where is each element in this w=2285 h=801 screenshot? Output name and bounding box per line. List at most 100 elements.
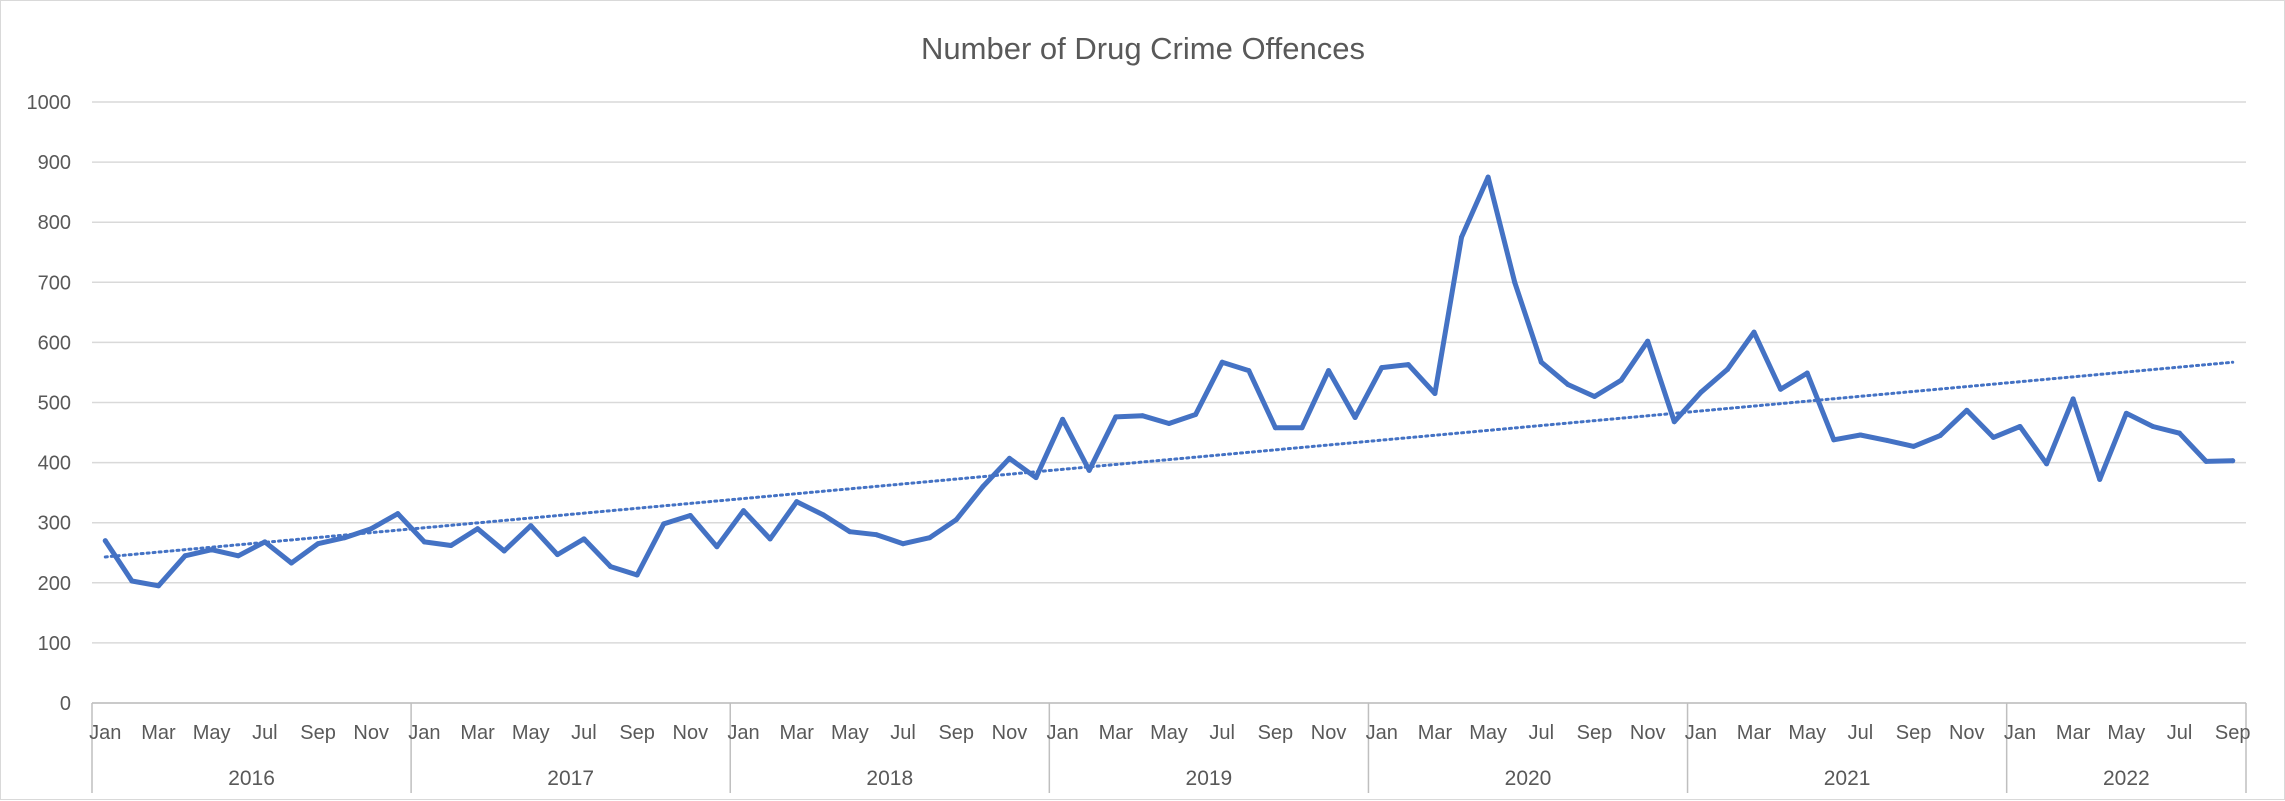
x-tick-label: Jan <box>89 722 121 744</box>
data-point <box>2177 430 2183 436</box>
data-point <box>501 548 507 554</box>
x-tick-label: Jul <box>2167 722 2193 744</box>
x-tick-label: Jul <box>1529 722 1555 744</box>
data-point <box>554 552 560 558</box>
data-point <box>1618 377 1624 383</box>
data-point <box>448 543 454 549</box>
x-tick-label: May <box>1150 722 1188 744</box>
data-point <box>1565 381 1571 387</box>
gridlines <box>92 101 2246 704</box>
x-tick-label: Jul <box>252 722 278 744</box>
data-point <box>1724 366 1730 372</box>
x-tick-label: Jan <box>1366 722 1398 744</box>
data-point <box>395 511 401 517</box>
y-tick-label: 900 <box>38 152 71 174</box>
data-point <box>2230 458 2236 464</box>
x-tick-label: Nov <box>1311 722 1347 744</box>
x-tick-label: Sep <box>300 722 336 744</box>
year-label: 2020 <box>1505 767 1552 790</box>
x-tick-label: May <box>831 722 869 744</box>
data-point <box>1246 368 1252 374</box>
trendline-layer <box>103 360 2235 559</box>
x-tick-label: Jan <box>2004 722 2036 744</box>
y-tick-label: 200 <box>38 573 71 595</box>
data-point <box>2044 461 2050 467</box>
year-label: 2016 <box>228 767 275 790</box>
data-point <box>1326 368 1332 374</box>
data-point <box>1299 425 1305 431</box>
data-point <box>368 526 374 532</box>
data-point <box>1405 362 1411 368</box>
data-point <box>262 539 268 545</box>
data-point <box>1512 279 1518 285</box>
data-point <box>714 544 720 550</box>
x-tick-label: Nov <box>353 722 389 744</box>
data-point <box>1990 434 1996 440</box>
y-tick-label: 0 <box>60 693 71 715</box>
x-axis-tick-labels: Jan Mar May Jul Sep Nov 2016 Jan Mar May Jul Sep Nov… <box>89 722 2250 790</box>
x-tick-label: Mar <box>141 722 176 744</box>
data-point <box>820 512 826 518</box>
data-point <box>634 572 640 578</box>
y-tick-label: 800 <box>38 212 71 234</box>
data-point <box>687 512 693 518</box>
x-tick-label: Jan <box>1685 722 1717 744</box>
x-tick-label: May <box>1469 722 1507 744</box>
x-tick-label: Sep <box>1896 722 1932 744</box>
data-point <box>2123 410 2129 416</box>
data-point <box>1937 433 1943 439</box>
data-point <box>155 583 161 589</box>
data-point <box>980 484 986 490</box>
series-line <box>102 174 2236 589</box>
data-point <box>767 536 773 542</box>
year-label: 2018 <box>866 767 913 790</box>
x-tick-label: May <box>512 722 550 744</box>
data-point <box>1113 414 1119 420</box>
data-point <box>661 521 667 527</box>
y-tick-label: 1000 <box>27 92 72 114</box>
data-point <box>1591 393 1597 399</box>
x-tick-label: Jan <box>1047 722 1079 744</box>
data-point <box>927 535 933 541</box>
data-point <box>182 553 188 559</box>
data-point <box>1139 413 1145 419</box>
data-point <box>1671 419 1677 425</box>
data-point <box>741 508 747 514</box>
x-tick-label: May <box>1788 722 1826 744</box>
data-point <box>608 564 614 570</box>
x-tick-label: Mar <box>779 722 814 744</box>
year-label: 2022 <box>2103 767 2150 790</box>
x-tick-label: May <box>193 722 231 744</box>
data-point <box>1006 455 1012 461</box>
data-point <box>900 541 906 547</box>
x-axis <box>91 702 2247 793</box>
data-point <box>528 523 534 529</box>
data-point <box>794 499 800 505</box>
data-point <box>1272 425 1278 431</box>
data-point <box>421 539 427 545</box>
x-tick-label: Mar <box>1737 722 1772 744</box>
data-point <box>2097 476 2103 482</box>
x-tick-label: Mar <box>1099 722 1134 744</box>
data-point <box>209 547 215 553</box>
year-label: 2021 <box>1824 767 1871 790</box>
year-label: 2019 <box>1186 767 1233 790</box>
x-tick-label: Nov <box>673 722 709 744</box>
data-point <box>953 517 959 523</box>
chart-title: Number of Drug Crime Offences <box>921 31 1365 66</box>
data-point <box>1645 338 1651 344</box>
y-tick-label: 600 <box>38 332 71 354</box>
x-tick-label: Jul <box>1848 722 1874 744</box>
x-tick-label: May <box>2107 722 2145 744</box>
data-point <box>1060 416 1066 422</box>
data-point <box>581 536 587 542</box>
y-tick-label: 100 <box>38 633 71 655</box>
data-point <box>1033 475 1039 481</box>
data-point <box>1459 234 1465 240</box>
data-point <box>2203 458 2209 464</box>
data-point <box>1964 407 1970 413</box>
data-point <box>1432 390 1438 396</box>
y-tick-label: 300 <box>38 513 71 535</box>
